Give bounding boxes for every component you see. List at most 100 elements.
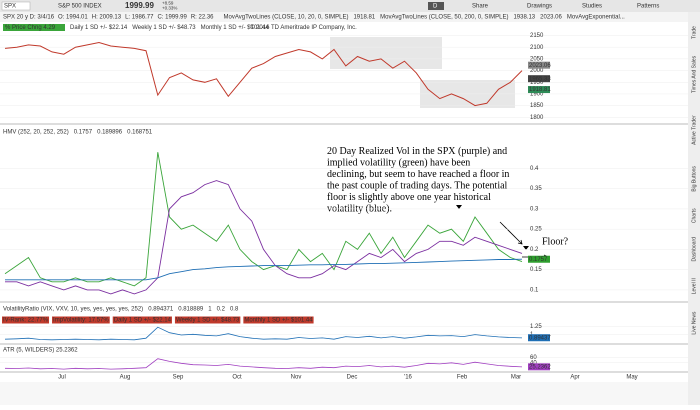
legend-item: 0.189896 [97,130,123,136]
symbol-input[interactable] [1,1,31,11]
legend-item: Weekly 1 SD +/- $48.73 [132,25,196,31]
y-tick-label: 0.2 [530,247,539,253]
side-tab[interactable]: Trade [691,26,697,39]
value-badge [528,86,550,94]
legend-item: 0.1757 [74,130,93,136]
info-field: C: 1999.99 [157,15,187,21]
legend-item: 0.894371 [148,307,174,313]
y-tick-label: 0.25 [530,227,542,233]
symbol-name: S&P 500 INDEX [58,4,102,10]
x-tick-label: Sep [173,375,184,381]
marker [456,205,462,209]
value-badge-label: 0.89437 [529,335,551,341]
arrow-head [517,239,523,245]
toolbar-button[interactable]: Patterns [637,4,659,10]
info-field: SPX 20 y D: 3/4/16 [3,15,55,21]
toolbar [0,0,700,12]
side-tab[interactable]: Live News [691,311,697,335]
legend-item: Weekly 1 SD +/- $48.73 [176,318,240,324]
series-line [4,358,523,370]
toolbar-button[interactable]: Studies [582,4,602,10]
legend-item: 1 [208,307,212,313]
arrow [499,221,523,245]
change-pct: +0.33% [162,6,177,11]
legend-item: MovAvgExponential... [567,15,625,21]
side-tab[interactable]: Times And Sales [691,55,697,93]
period: D [433,4,438,10]
x-tick-label: Apr [570,375,579,381]
side-tab[interactable]: Dashboard [691,237,697,262]
side-tab[interactable]: Charts [691,208,697,223]
y-tick-label: 1.25 [530,324,542,330]
legend-bg [52,316,110,324]
y-tick-label: 0.15 [530,267,542,273]
info-field: O: 1994.01 [58,15,88,21]
atr-legend: ATR (5, WILDERS) 25.2362 [3,348,78,354]
legend-item: HMV (252, 20, 252, 252) [3,130,69,136]
value-badge-label: 1918.81 [529,87,551,93]
y-tick-label: 2150 [530,33,544,39]
value-badge-label: 2023.06 [529,63,551,69]
symbol: SPX [4,4,16,10]
side-tab[interactable]: Level II [691,278,697,294]
x-tick-label: Feb [457,375,468,381]
legend-item: 0.818889 [178,307,204,313]
side-tab[interactable]: Big Buttons [691,166,697,192]
status-bar [0,382,688,405]
floor-label: Floor? [542,236,569,247]
series-line [4,152,523,287]
x-tick-label: Jul [58,375,66,381]
value-badge [528,75,550,83]
info-row [0,12,688,22]
legend-item: 1938.13 [513,15,535,21]
legend-bg [2,316,50,324]
y-tick-label: 2100 [530,45,544,51]
copyright: © 2016 TD Ameritrade IP Company, Inc. [250,24,357,31]
y-tick-label: 1900 [530,92,544,98]
marker [523,246,529,250]
last-price: 1999.99 [125,1,154,10]
legend-item: Daily 1 SD +/- $22.14 [70,25,128,31]
side-bar [688,12,700,405]
price-change-badge: % Price Chng 4.29 [5,25,56,31]
value-badge-label: 1965.33 [529,76,551,82]
series-line [5,180,523,295]
y-tick-label: 1850 [530,103,544,109]
value-badge-label: 0.1757 [529,257,548,263]
x-tick-label: Mar [511,375,521,381]
toolbar-button[interactable]: Share [472,4,489,10]
period-button[interactable] [428,2,444,10]
range-box [330,37,442,69]
y-tick-label: 1800 [530,115,544,121]
x-tick-label: Oct [232,375,242,381]
info-field: L: 1986.77 [125,15,154,21]
y-tick-label: 0.1 [530,287,539,293]
x-tick-label: '16 [404,375,412,381]
legend-item: Monthly 1 SD +/- $101.44 [201,25,270,31]
y-tick-label: 2000 [530,68,544,74]
value-badge-label: 25.2362 [529,364,551,370]
legend-item: Monthly 1 SD +/- $101.44 [244,318,313,324]
value-badge [528,334,550,342]
info-field: R: 22.36 [191,15,214,21]
toolbar-button[interactable]: Drawings [527,4,552,10]
y-tick-label: 60 [530,355,537,361]
price-badge [3,24,65,31]
legend-item: VolatilityRatio (VIX, VXV, 10, yes, yes,… [3,307,143,313]
value-badge [528,61,550,69]
y-tick-label: 0.4 [530,166,539,172]
legend-item: ImpVolatility: 17.57% [53,318,109,324]
legend-item: MovAvgTwoLines (CLOSE, 10, 20, 0, SIMPLE… [224,15,349,21]
legend-item: 2023.06 [540,15,562,21]
series-line [4,326,523,341]
series-line [4,41,523,107]
legend-item: 0.2 [217,307,226,313]
legend-item: 0.168751 [127,130,153,136]
side-tab[interactable]: Active Trader [691,115,697,145]
legend-item: 0.8 [230,307,239,313]
value-badge [528,363,550,371]
legend-item: 1918.81 [353,15,375,21]
x-tick-label: Dec [347,375,358,381]
info-field: H: 2009.13 [92,15,122,21]
